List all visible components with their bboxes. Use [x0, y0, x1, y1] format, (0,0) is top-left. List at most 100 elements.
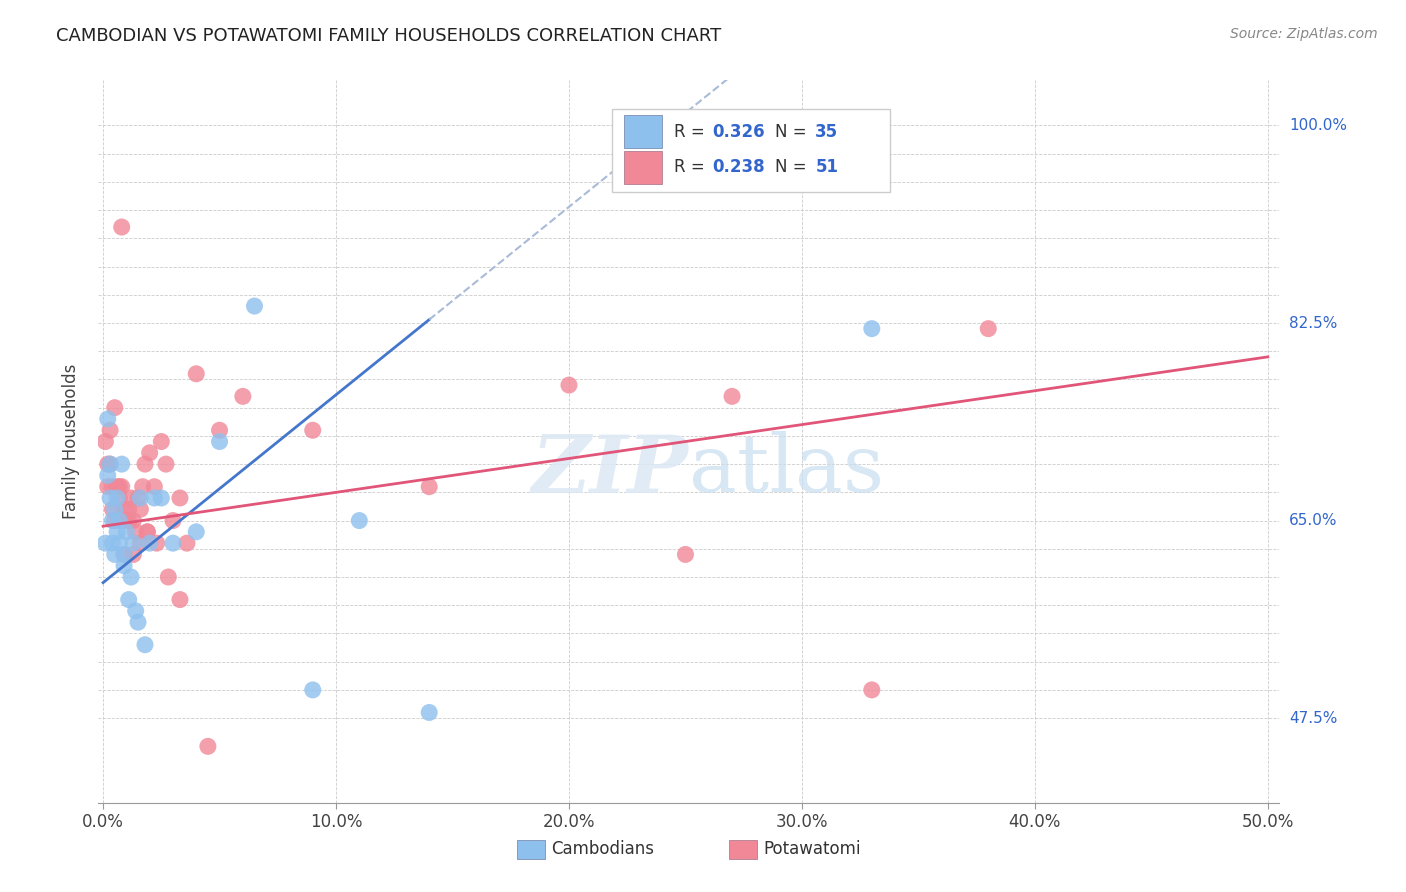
- Point: [108, 514, 131, 528]
- Point: [418, 480, 440, 494]
- Point: [176, 536, 198, 550]
- Point: [112, 548, 135, 562]
- Point: [155, 457, 177, 471]
- Text: 0.238: 0.238: [713, 159, 765, 177]
- FancyBboxPatch shape: [612, 109, 890, 193]
- Text: CAMBODIAN VS POTAWATOMI FAMILY HOUSEHOLDS CORRELATION CHART: CAMBODIAN VS POTAWATOMI FAMILY HOUSEHOLD…: [56, 27, 721, 45]
- FancyBboxPatch shape: [516, 839, 546, 859]
- Point: [169, 592, 191, 607]
- Point: [349, 514, 371, 528]
- Point: [104, 502, 127, 516]
- Point: [94, 536, 117, 550]
- Point: [112, 548, 135, 562]
- Point: [860, 682, 883, 697]
- Point: [558, 378, 581, 392]
- Point: [97, 468, 120, 483]
- Point: [112, 502, 135, 516]
- Point: [108, 480, 131, 494]
- Point: [111, 480, 134, 494]
- Point: [122, 548, 145, 562]
- Point: [150, 434, 173, 449]
- Point: [136, 524, 159, 539]
- Point: [134, 638, 156, 652]
- Point: [122, 536, 145, 550]
- Point: [675, 548, 697, 562]
- Point: [129, 491, 152, 505]
- Point: [208, 434, 231, 449]
- Point: [101, 502, 124, 516]
- Text: R =: R =: [673, 159, 710, 177]
- FancyBboxPatch shape: [624, 151, 662, 184]
- Point: [131, 480, 153, 494]
- Point: [101, 536, 124, 550]
- Point: [115, 524, 138, 539]
- Point: [243, 299, 266, 313]
- Point: [97, 480, 120, 494]
- Text: 82.5%: 82.5%: [1289, 316, 1337, 331]
- Point: [98, 423, 121, 437]
- Point: [977, 321, 1000, 335]
- Text: 47.5%: 47.5%: [1289, 711, 1337, 725]
- Point: [157, 570, 180, 584]
- Point: [120, 491, 142, 505]
- Point: [118, 514, 141, 528]
- Point: [232, 389, 254, 403]
- Text: Cambodians: Cambodians: [551, 840, 654, 858]
- FancyBboxPatch shape: [624, 115, 662, 148]
- Point: [162, 536, 184, 550]
- Point: [118, 502, 141, 516]
- Text: 35: 35: [815, 123, 838, 142]
- Point: [108, 536, 131, 550]
- Point: [108, 491, 131, 505]
- Point: [101, 480, 124, 494]
- Point: [197, 739, 219, 754]
- Point: [129, 536, 152, 550]
- Point: [104, 514, 127, 528]
- Point: [97, 457, 120, 471]
- Text: 100.0%: 100.0%: [1289, 118, 1347, 133]
- Point: [150, 491, 173, 505]
- Point: [120, 570, 142, 584]
- Point: [98, 457, 121, 471]
- Point: [112, 558, 135, 573]
- Point: [129, 502, 152, 516]
- Text: N =: N =: [775, 123, 813, 142]
- Point: [105, 491, 128, 505]
- Point: [101, 514, 124, 528]
- FancyBboxPatch shape: [730, 839, 758, 859]
- Point: [143, 491, 166, 505]
- Point: [115, 514, 138, 528]
- Text: 51: 51: [815, 159, 838, 177]
- Point: [98, 457, 121, 471]
- Point: [127, 491, 149, 505]
- Point: [418, 706, 440, 720]
- Point: [104, 548, 127, 562]
- Y-axis label: Family Households: Family Households: [62, 364, 80, 519]
- Point: [208, 423, 231, 437]
- Point: [143, 480, 166, 494]
- Point: [145, 536, 167, 550]
- Point: [127, 615, 149, 629]
- Point: [721, 389, 744, 403]
- Point: [94, 434, 117, 449]
- Text: N =: N =: [775, 159, 813, 177]
- Point: [136, 524, 159, 539]
- Point: [97, 412, 120, 426]
- Point: [104, 401, 127, 415]
- Point: [138, 446, 160, 460]
- Point: [186, 524, 208, 539]
- Text: Potawatomi: Potawatomi: [763, 840, 860, 858]
- Text: Source: ZipAtlas.com: Source: ZipAtlas.com: [1230, 27, 1378, 41]
- Point: [125, 604, 148, 618]
- Text: ZIP: ZIP: [531, 432, 689, 509]
- Point: [301, 682, 323, 697]
- Point: [122, 514, 145, 528]
- Point: [98, 491, 121, 505]
- Point: [125, 524, 148, 539]
- Point: [118, 592, 141, 607]
- Point: [134, 457, 156, 471]
- Text: 0.326: 0.326: [713, 123, 765, 142]
- Point: [138, 536, 160, 550]
- Point: [186, 367, 208, 381]
- Point: [301, 423, 323, 437]
